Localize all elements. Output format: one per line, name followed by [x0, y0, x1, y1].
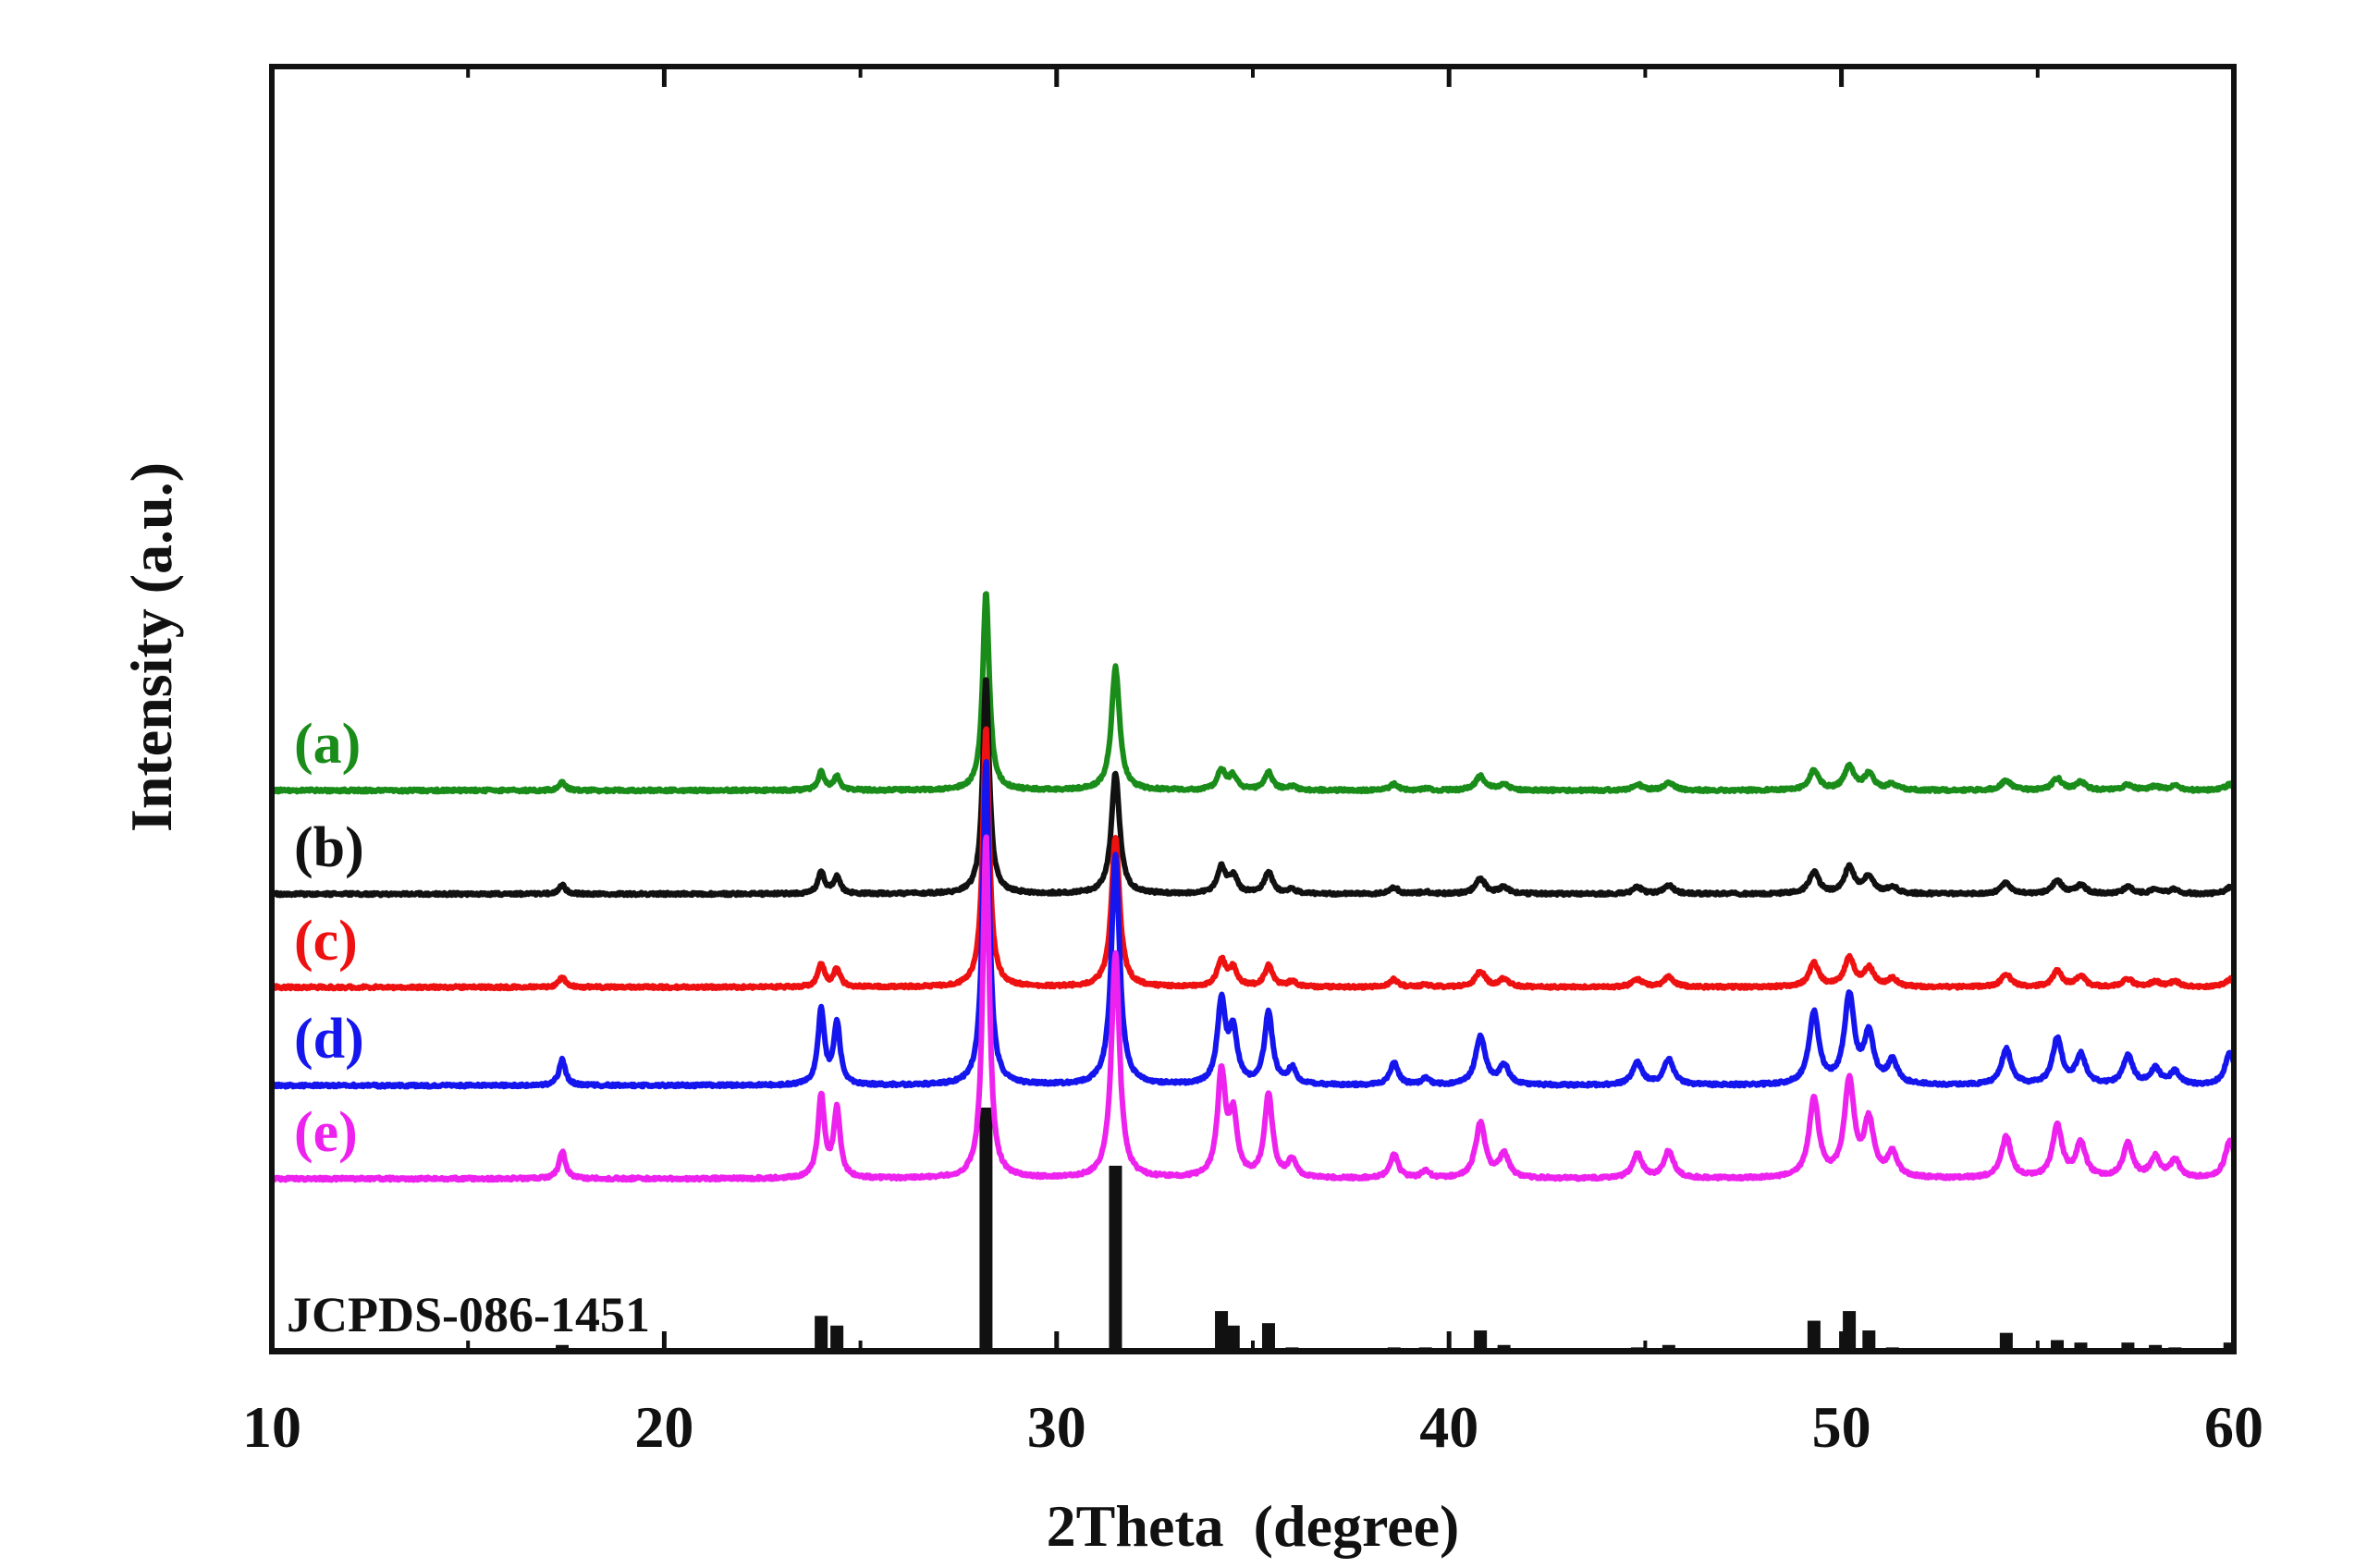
x-tick-label: 30	[1027, 1394, 1086, 1460]
reference-label: JCPDS-086-1451	[287, 1287, 650, 1342]
reference-bar	[1843, 1311, 1857, 1350]
x-tick-label: 50	[1812, 1394, 1871, 1460]
reference-bar	[1862, 1330, 1876, 1350]
series-line-a	[269, 591, 2237, 795]
reference-bar	[1387, 1347, 1401, 1350]
series-line-d	[269, 759, 2237, 1090]
reference-bar	[1226, 1325, 1240, 1350]
x-tick-label: 10	[242, 1394, 301, 1460]
axis-ticks	[269, 67, 2237, 1352]
series-label-d: (d)	[294, 1008, 364, 1071]
reference-bar	[1474, 1330, 1488, 1350]
x-tick-label: 20	[634, 1394, 693, 1460]
series-line-c	[269, 726, 2237, 992]
reference-bar	[1261, 1323, 1275, 1350]
series-traces	[269, 591, 2237, 1183]
reference-bar	[830, 1325, 844, 1350]
reference-bar	[556, 1344, 570, 1350]
reference-bar	[1999, 1332, 2013, 1350]
reference-bar	[1630, 1347, 1644, 1350]
reference-bar	[2223, 1342, 2237, 1350]
x-tick-label: 40	[1419, 1394, 1478, 1460]
reference-bar	[2149, 1344, 2163, 1350]
reference-bar	[815, 1316, 828, 1350]
reference-bar	[2168, 1347, 2182, 1350]
x-tick-labels: 10 20 30 40 50 60	[242, 1394, 2263, 1460]
reference-bar	[1885, 1347, 1899, 1350]
series-label-e: (e)	[294, 1101, 358, 1164]
x-axis-title: 2Theta (degree)	[1047, 1493, 1460, 1559]
reference-bar	[1418, 1347, 1432, 1350]
reference-bar	[1215, 1311, 1229, 1350]
reference-bar	[1807, 1320, 1821, 1350]
x-tick-label: 60	[2204, 1394, 2263, 1460]
reference-bar	[1109, 1165, 1122, 1350]
series-label-a: (a)	[294, 713, 361, 776]
reference-bar	[1662, 1344, 1675, 1350]
reference-bar	[1497, 1344, 1511, 1350]
y-axis-title: Intensity (a.u.)	[118, 462, 184, 832]
series-line-b	[269, 677, 2237, 899]
reference-bar	[2121, 1342, 2135, 1350]
series-line-e	[269, 834, 2237, 1183]
reference-bar	[2074, 1342, 2088, 1350]
reference-bar	[1285, 1347, 1299, 1350]
series-label-b: (b)	[294, 816, 364, 879]
reference-bar	[2051, 1340, 2065, 1350]
series-labels: (a) (b) (c) (d) (e)	[294, 713, 364, 1164]
reference-bar	[979, 1108, 993, 1350]
series-label-c: (c)	[294, 910, 358, 973]
